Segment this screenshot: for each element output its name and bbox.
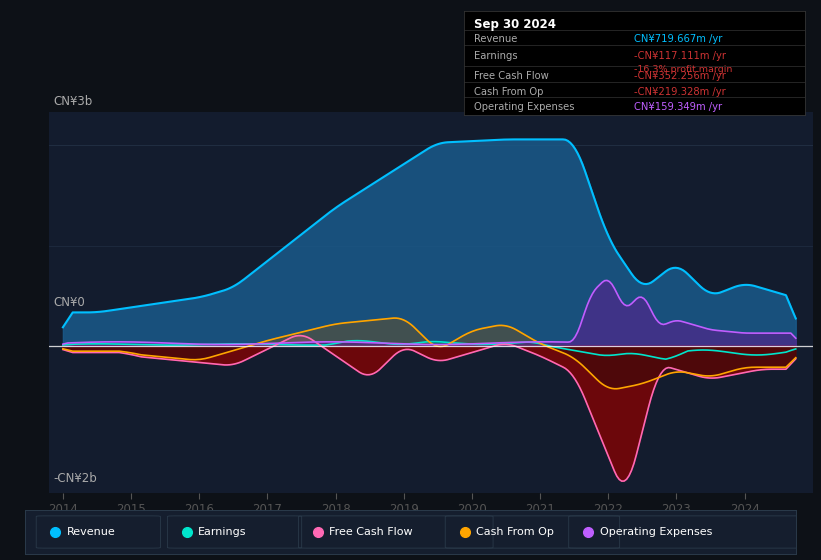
Text: -CN¥352.256m /yr: -CN¥352.256m /yr bbox=[635, 71, 726, 81]
Text: CN¥159.349m /yr: CN¥159.349m /yr bbox=[635, 102, 722, 113]
Text: CN¥719.667m /yr: CN¥719.667m /yr bbox=[635, 34, 722, 44]
Text: -16.3% profit margin: -16.3% profit margin bbox=[635, 65, 732, 74]
Text: -CN¥219.328m /yr: -CN¥219.328m /yr bbox=[635, 87, 726, 97]
Text: Operating Expenses: Operating Expenses bbox=[474, 102, 575, 113]
Text: Sep 30 2024: Sep 30 2024 bbox=[474, 18, 556, 31]
Text: CN¥3b: CN¥3b bbox=[53, 95, 92, 108]
Text: Revenue: Revenue bbox=[474, 34, 517, 44]
Text: Operating Expenses: Operating Expenses bbox=[599, 527, 712, 537]
Text: Revenue: Revenue bbox=[67, 527, 116, 537]
Text: Earnings: Earnings bbox=[199, 527, 247, 537]
Text: Cash From Op: Cash From Op bbox=[476, 527, 554, 537]
Text: -CN¥2b: -CN¥2b bbox=[53, 472, 97, 485]
Text: Free Cash Flow: Free Cash Flow bbox=[474, 71, 548, 81]
Text: Free Cash Flow: Free Cash Flow bbox=[329, 527, 413, 537]
Text: -CN¥117.111m /yr: -CN¥117.111m /yr bbox=[635, 50, 727, 60]
Text: Cash From Op: Cash From Op bbox=[474, 87, 544, 97]
Text: Earnings: Earnings bbox=[474, 50, 518, 60]
Text: CN¥0: CN¥0 bbox=[53, 296, 85, 309]
